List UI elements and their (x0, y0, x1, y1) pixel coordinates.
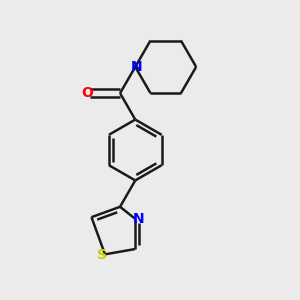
Text: S: S (97, 248, 107, 262)
Text: N: N (133, 212, 144, 226)
Text: O: O (81, 86, 93, 100)
Text: N: N (130, 61, 142, 74)
